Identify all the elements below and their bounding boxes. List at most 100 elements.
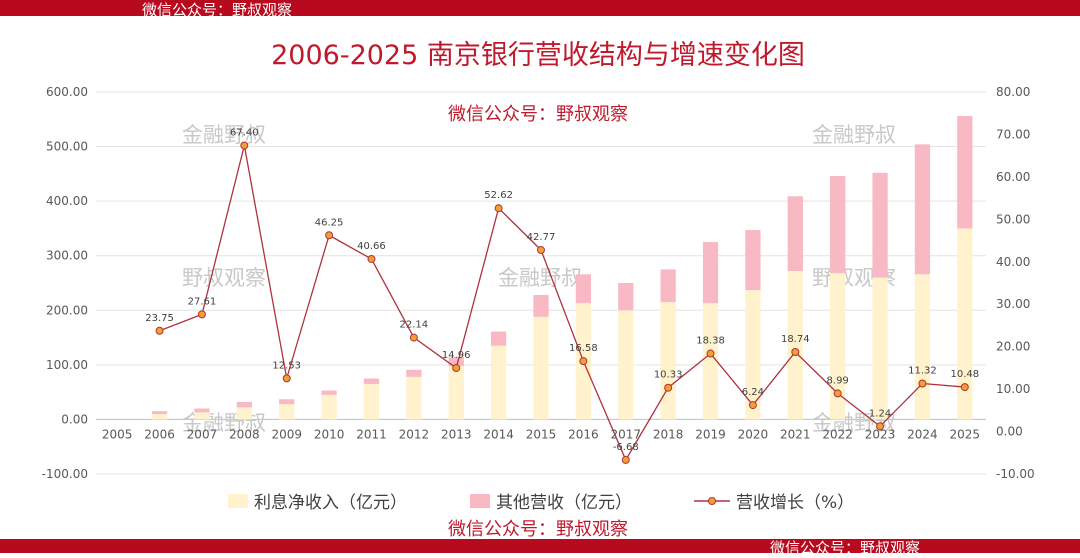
bar-other-revenue [830, 176, 846, 274]
bar-interest-income [279, 404, 295, 420]
bar-other-revenue [490, 331, 507, 346]
bar-other-revenue [872, 172, 888, 278]
legend-label-interest: 利息净收入（亿元） [254, 493, 407, 513]
x-axis-tick-label: 2008 [229, 427, 260, 441]
left-axis-tick-label: 200.00 [46, 303, 88, 317]
bar-other-revenue [745, 230, 761, 291]
growth-data-label: 1.24 [869, 408, 891, 419]
bar-other-revenue [151, 411, 168, 414]
bar-other-revenue [575, 274, 592, 304]
bar-other-revenue [533, 295, 549, 317]
left-axis-tick-label: 100.00 [46, 358, 88, 372]
legend: 利息净收入（亿元） 其他营收（亿元） 营收增长（%） [228, 493, 854, 513]
bar-interest-income [490, 345, 507, 420]
x-axis-tick-label: 2021 [780, 427, 811, 441]
bar-interest-income [363, 383, 380, 420]
bar-interest-income [830, 273, 846, 420]
growth-line [155, 141, 969, 464]
bar-interest-income [618, 310, 634, 420]
top-banner-watermark: 微信公众号：野叔观察 [142, 1, 293, 19]
bar-other-revenue [448, 357, 464, 366]
growth-point [325, 231, 334, 240]
legend-swatch-interest [228, 494, 248, 508]
growth-point [833, 389, 842, 398]
bar-other-revenue [279, 399, 295, 405]
chart-title: 2006-2025 南京银行营收结构与增速变化图 [271, 40, 805, 71]
x-axis-tick-label: 2012 [399, 427, 430, 441]
right-axis-tick-label: 60.00 [996, 170, 1030, 184]
left-axis-tick-label: 300.00 [46, 249, 88, 263]
gray-watermark: 野叔观察 [182, 266, 266, 290]
x-axis-tick-label: 2023 [865, 427, 896, 441]
left-axis-tick-label: 0.00 [61, 412, 88, 426]
bar-interest-income [236, 407, 252, 420]
x-axis-tick-label: 2019 [695, 427, 726, 441]
center-watermark: 微信公众号：野叔观察 [448, 104, 628, 125]
growth-point [452, 364, 461, 373]
bar-other-revenue [236, 401, 252, 408]
bar-other-revenue [957, 116, 973, 229]
left-axis-tick-label: 600.00 [46, 85, 88, 99]
bar-other-revenue [660, 269, 676, 303]
bar-other-revenue [618, 283, 634, 311]
bar-interest-income [660, 302, 676, 420]
growth-point [664, 383, 673, 392]
right-axis-tick-label: 50.00 [996, 212, 1030, 226]
growth-point [240, 141, 249, 150]
x-axis-tick-label: 2024 [907, 427, 938, 441]
growth-data-label: 6.24 [742, 387, 764, 398]
growth-point [621, 455, 630, 464]
bar-other-revenue [406, 369, 422, 377]
growth-data-label: 11.32 [908, 366, 937, 377]
bar-interest-income [194, 412, 210, 420]
growth-data-label: -6.68 [613, 442, 639, 453]
growth-point [197, 310, 206, 319]
growth-data-label: 67.40 [230, 127, 259, 138]
x-axis-tick-label: 2006 [144, 427, 175, 441]
legend-marker-growth [708, 497, 716, 505]
right-axis-tick-label: 0.00 [996, 425, 1023, 439]
bar-interest-income [702, 303, 719, 420]
x-axis-tick-label: 2017 [610, 427, 641, 441]
x-axis-tick-label: 2010 [314, 427, 345, 441]
right-axis-tick-label: 30.00 [996, 297, 1030, 311]
bar-other-revenue [194, 408, 210, 413]
bar-interest-income [533, 316, 549, 420]
gray-watermark: 金融野叔 [182, 123, 266, 147]
x-axis-tick-label: 2013 [441, 427, 472, 441]
bar-other-revenue [363, 378, 380, 384]
bar-interest-income [957, 228, 973, 420]
data-labels: 23.75 27.61 67.40 12.53 46.25 40.66 22.14 14.96… [145, 127, 979, 452]
bottom-watermark: 微信公众号：野叔观察 [448, 519, 628, 540]
left-axis-tick-label: 400.00 [46, 194, 88, 208]
growth-data-label: 18.38 [696, 336, 725, 347]
x-axis-tick-label: 2009 [271, 427, 302, 441]
growth-point [155, 326, 164, 335]
bar-other-revenue [914, 144, 931, 275]
growth-point [706, 349, 715, 358]
bar-interest-income [151, 413, 168, 420]
bar-interest-income [448, 365, 464, 420]
growth-data-label: 18.74 [781, 334, 810, 345]
bar-other-revenue [702, 242, 719, 304]
growth-data-label: 14.96 [442, 350, 471, 361]
bar-other-revenue [787, 196, 803, 271]
x-axis-tick-label: 2011 [356, 427, 387, 441]
legend-swatch-other [470, 494, 490, 508]
right-axis-tick-label: 80.00 [996, 85, 1030, 99]
growth-data-label: 27.61 [188, 296, 217, 307]
growth-point [409, 333, 418, 342]
right-axis-tick-label: 10.00 [996, 382, 1030, 396]
x-axis-tick-label: 2015 [526, 427, 557, 441]
growth-point [791, 348, 800, 357]
x-axis-tick-label: 2007 [187, 427, 218, 441]
left-axis-tick-label: 500.00 [46, 140, 88, 154]
bar-interest-income [321, 394, 337, 420]
left-axis-tick-label: -100.00 [42, 467, 88, 481]
top-banner: 微信公众号：野叔观察 [0, 0, 1080, 19]
right-axis-tick-label: 20.00 [996, 340, 1030, 354]
growth-line-path [159, 145, 965, 462]
growth-point [537, 246, 545, 255]
x-axis-tick-label: 2016 [568, 427, 599, 441]
bar-other-revenue [321, 390, 337, 395]
